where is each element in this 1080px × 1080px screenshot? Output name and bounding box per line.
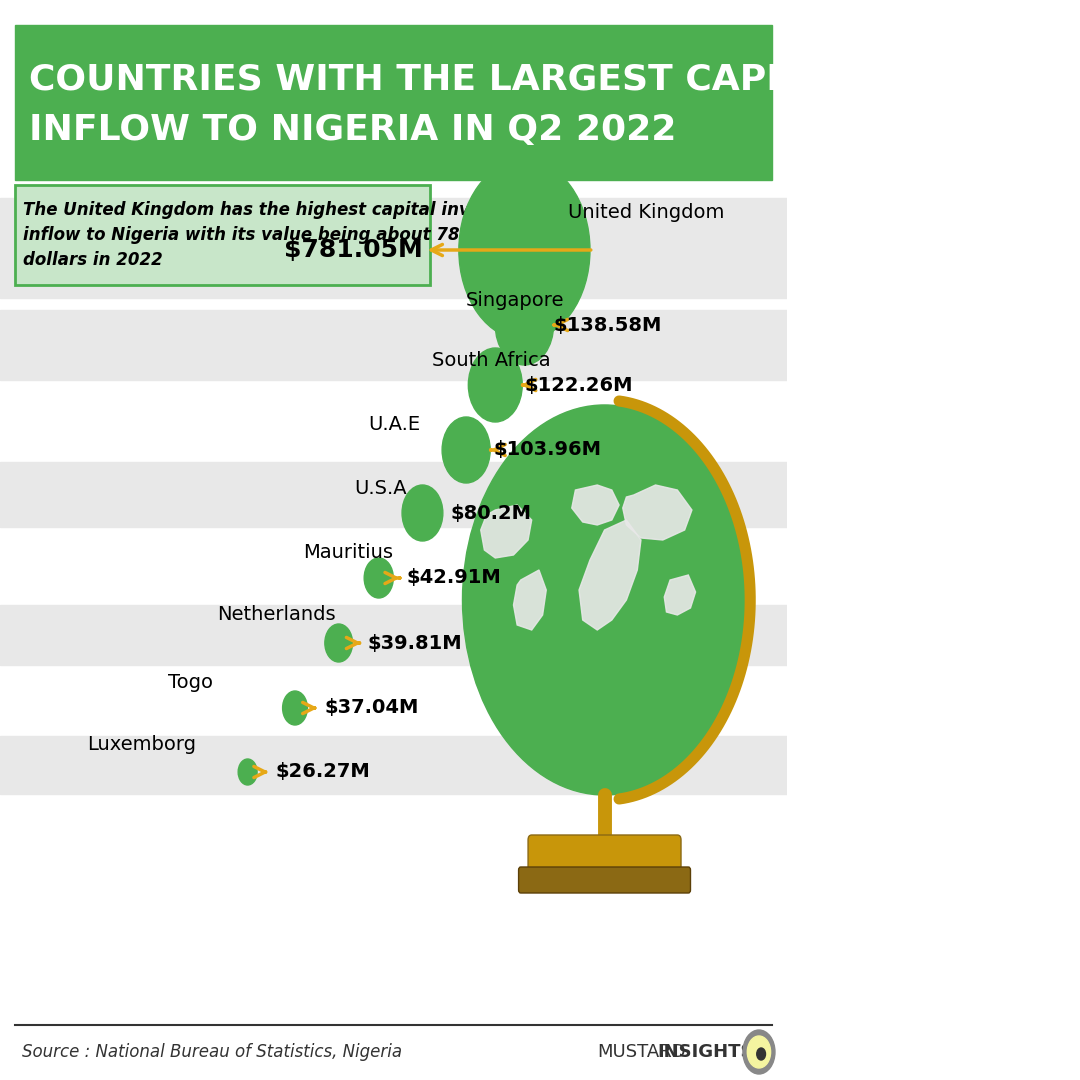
Bar [0, 735, 786, 794]
Text: $781.05M: $781.05M [284, 238, 422, 262]
Text: Source : National Bureau of Statistics, Nigeria: Source : National Bureau of Statistics, … [22, 1043, 402, 1061]
Bar [14, 25, 772, 180]
Circle shape [747, 1036, 771, 1068]
Circle shape [283, 691, 308, 725]
Circle shape [239, 759, 257, 785]
Text: United Kingdom: United Kingdom [568, 203, 725, 221]
Text: $138.58M: $138.58M [554, 315, 662, 335]
Polygon shape [513, 570, 546, 630]
Text: COUNTRIES WITH THE LARGEST CAPITAL INVESTMENT: COUNTRIES WITH THE LARGEST CAPITAL INVES… [29, 63, 1080, 97]
Polygon shape [481, 505, 531, 558]
Circle shape [442, 417, 490, 483]
Text: $42.91M: $42.91M [406, 568, 501, 588]
Text: $122.26M: $122.26M [525, 376, 633, 394]
Circle shape [469, 348, 523, 422]
Bar [0, 605, 786, 665]
FancyBboxPatch shape [14, 185, 430, 285]
Text: The United Kingdom has the highest capital investment
inflow to Nigeria with its: The United Kingdom has the highest capit… [24, 201, 548, 269]
Bar [0, 310, 786, 380]
Polygon shape [571, 485, 619, 525]
Text: U.A.E: U.A.E [368, 416, 420, 434]
Text: $103.96M: $103.96M [494, 441, 602, 459]
Circle shape [459, 160, 590, 340]
Text: $37.04M: $37.04M [324, 699, 418, 717]
Text: $26.27M: $26.27M [275, 762, 370, 782]
Circle shape [743, 1030, 775, 1074]
Bar [0, 198, 786, 298]
Text: Mauritius: Mauritius [303, 543, 393, 563]
Text: Netherlands: Netherlands [217, 606, 336, 624]
Circle shape [496, 285, 554, 365]
Text: South Africa: South Africa [432, 351, 551, 369]
Text: Luxemborg: Luxemborg [86, 735, 195, 755]
Text: $80.2M: $80.2M [450, 503, 531, 523]
Polygon shape [623, 485, 692, 540]
FancyBboxPatch shape [518, 867, 690, 893]
Polygon shape [664, 575, 696, 615]
Text: Togo: Togo [168, 673, 213, 691]
Text: $39.81M: $39.81M [368, 634, 462, 652]
Circle shape [364, 558, 393, 598]
FancyBboxPatch shape [528, 835, 681, 880]
Polygon shape [579, 519, 640, 630]
Circle shape [462, 405, 746, 795]
Circle shape [325, 624, 352, 662]
Text: INFLOW TO NIGERIA IN Q2 2022: INFLOW TO NIGERIA IN Q2 2022 [29, 113, 676, 147]
Text: MUSTARD: MUSTARD [597, 1043, 686, 1061]
Text: Singapore: Singapore [467, 291, 565, 310]
Bar [0, 462, 786, 527]
Text: INSIGHTS: INSIGHTS [658, 1043, 754, 1061]
Circle shape [402, 485, 443, 541]
Circle shape [757, 1048, 766, 1059]
Text: U.S.A: U.S.A [354, 478, 406, 498]
Circle shape [462, 405, 746, 795]
